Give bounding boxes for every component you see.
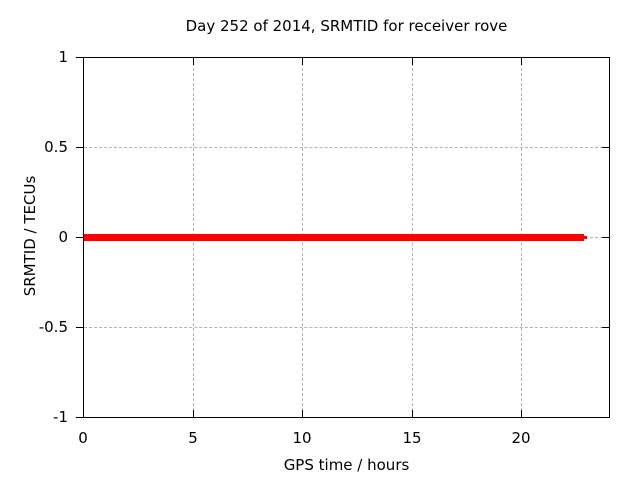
x-tick-label: 10 bbox=[292, 429, 312, 447]
x-tick-top bbox=[521, 58, 522, 65]
y-tick-label: 1 bbox=[58, 48, 68, 66]
y-tick-label: 0.5 bbox=[44, 138, 68, 156]
x-tick-label: 0 bbox=[78, 429, 88, 447]
x-tick-label: 5 bbox=[188, 429, 198, 447]
x-tick-label: 20 bbox=[511, 429, 531, 447]
data-line bbox=[84, 234, 584, 241]
y-tick-left bbox=[76, 57, 83, 58]
gridline-horizontal bbox=[84, 147, 608, 148]
y-tick-left bbox=[76, 147, 83, 148]
x-tick-top bbox=[83, 58, 84, 65]
y-tick-label: 0 bbox=[58, 228, 68, 246]
x-tick-label: 15 bbox=[402, 429, 422, 447]
chart-title: Day 252 of 2014, SRMTID for receiver rov… bbox=[185, 17, 508, 35]
gridline-horizontal bbox=[84, 327, 608, 328]
y-tick-label: -0.5 bbox=[38, 318, 68, 336]
x-tick-bottom bbox=[521, 410, 522, 417]
x-tick-top bbox=[302, 58, 303, 65]
x-tick-bottom bbox=[83, 410, 84, 417]
x-axis-title: GPS time / hours bbox=[283, 456, 410, 474]
x-tick-top bbox=[412, 58, 413, 65]
y-tick-left bbox=[76, 417, 83, 418]
x-tick-top bbox=[193, 58, 194, 65]
x-tick-bottom bbox=[193, 410, 194, 417]
y-tick-right bbox=[602, 327, 609, 328]
y-tick-right bbox=[602, 237, 609, 238]
y-tick-label: -1 bbox=[53, 408, 68, 426]
y-tick-right bbox=[602, 147, 609, 148]
x-tick-bottom bbox=[412, 410, 413, 417]
y-tick-left bbox=[76, 327, 83, 328]
x-tick-bottom bbox=[302, 410, 303, 417]
y-tick-left bbox=[76, 237, 83, 238]
y-tick-right bbox=[602, 417, 609, 418]
y-tick-right bbox=[602, 57, 609, 58]
data-line bbox=[584, 236, 587, 239]
